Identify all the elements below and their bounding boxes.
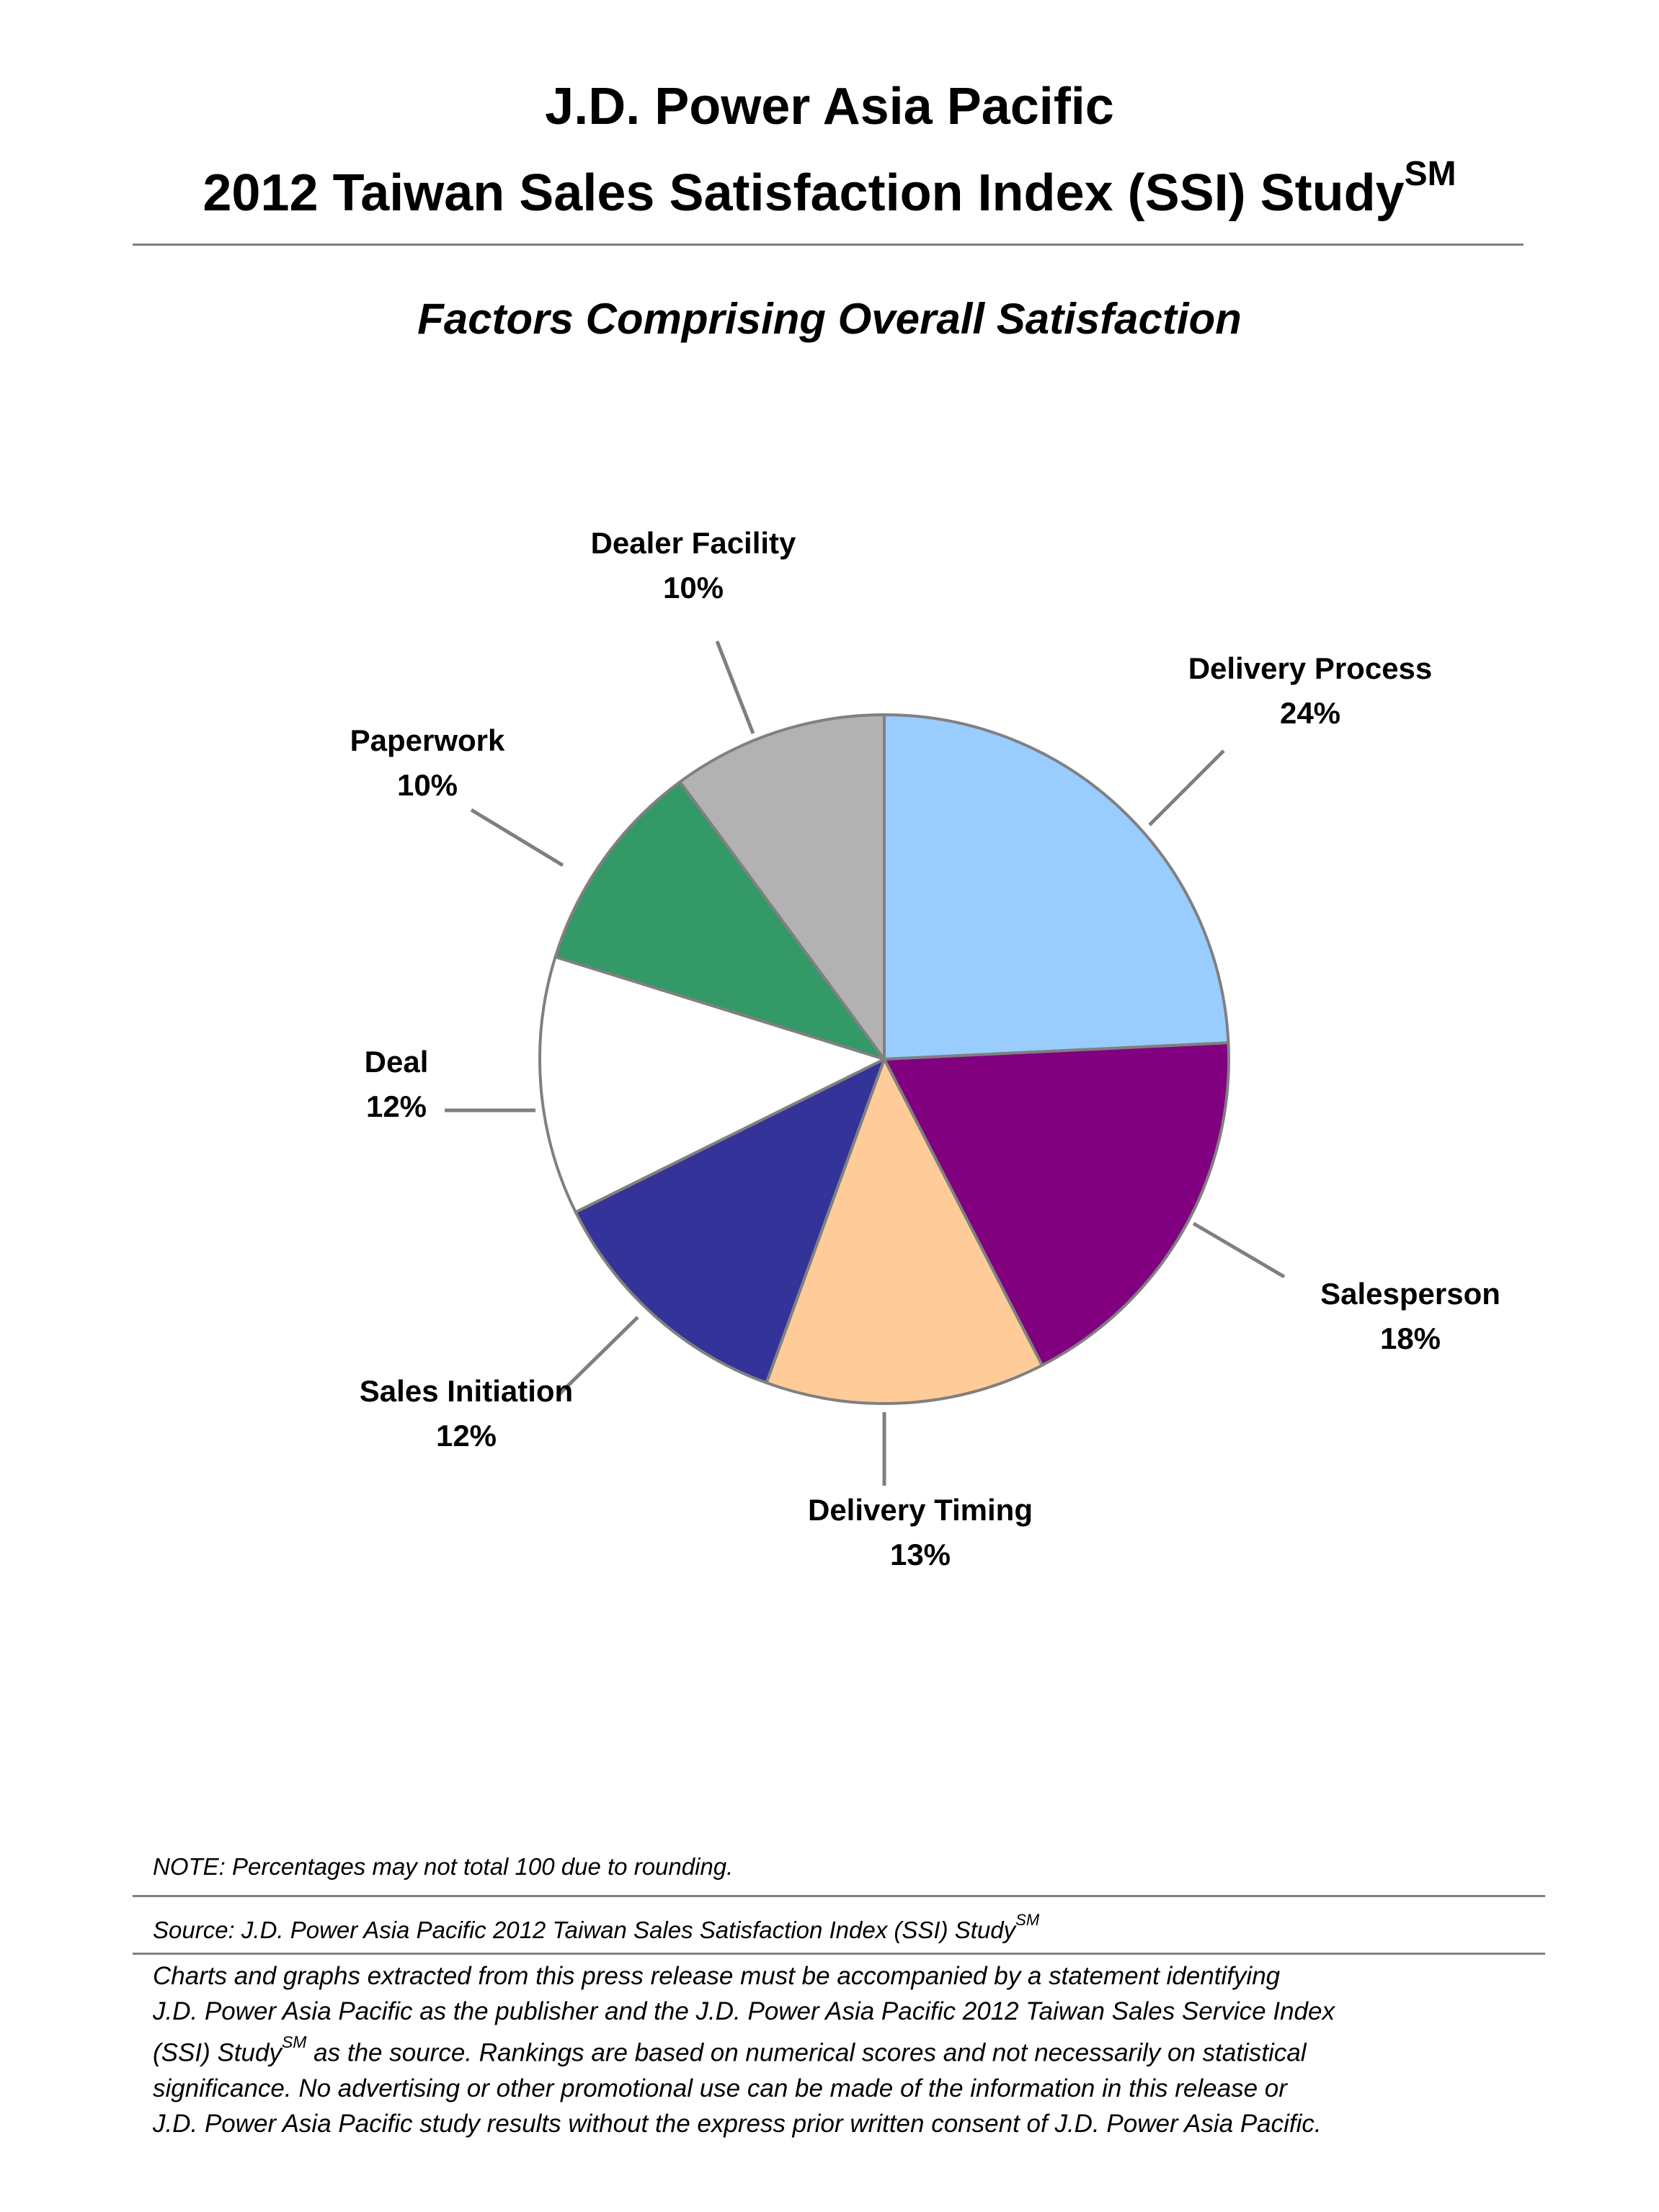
slice-label-deal: Deal bbox=[365, 1045, 429, 1079]
rounding-note: NOTE: Percentages may not total 100 due … bbox=[153, 1853, 734, 1880]
slice-value-dealer-facility: 10% bbox=[663, 571, 724, 605]
disclaimer-line-5: J.D. Power Asia Pacific study results wi… bbox=[153, 2109, 1322, 2138]
pie-slice-salesperson bbox=[883, 1041, 1230, 1367]
slice-labels: Delivery Process 24% Salesperson 18% Deliver… bbox=[350, 526, 1500, 1571]
slice-value-deal: 12% bbox=[366, 1089, 427, 1123]
slice-value-salesperson: 18% bbox=[1380, 1321, 1441, 1355]
slice-value-delivery-process: 24% bbox=[1280, 696, 1340, 730]
pie-slice-sales-initiation bbox=[574, 1058, 886, 1385]
pie-slices bbox=[538, 713, 1230, 1405]
disclaimer-line-3: (SSI) StudySM as the source. Rankings ar… bbox=[153, 2029, 1544, 2071]
pie-slice-deal bbox=[538, 955, 886, 1214]
slice-value-sales-initiation: 12% bbox=[436, 1419, 497, 1453]
title-service-mark: SM bbox=[1404, 155, 1456, 193]
pie-slice-paperwork bbox=[553, 780, 886, 1061]
title-divider bbox=[133, 244, 1524, 246]
slice-label-delivery-timing: Delivery Timing bbox=[808, 1493, 1033, 1527]
title-line-2: 2012 Taiwan Sales Satisfaction Index (SS… bbox=[0, 144, 1659, 231]
source-text: Source: J.D. Power Asia Pacific 2012 Tai… bbox=[153, 1917, 1016, 1943]
title-line-2-text: 2012 Taiwan Sales Satisfaction Index (SS… bbox=[203, 164, 1405, 222]
slice-label-paperwork: Paperwork bbox=[350, 723, 505, 757]
pie-slice-delivery-timing bbox=[765, 1058, 1044, 1405]
slice-label-dealer-facility: Dealer Facility bbox=[591, 526, 796, 560]
leader-lines bbox=[445, 641, 1286, 1486]
chart-title: Factors Comprising Overall Satisfaction bbox=[417, 295, 1242, 343]
leader-line-salesperson bbox=[1192, 1221, 1286, 1279]
disclaimer-line-4: significance. No advertising or other pr… bbox=[153, 2074, 1287, 2102]
disclaimer-line-2: J.D. Power Asia Pacific as the publisher… bbox=[153, 1997, 1335, 2025]
note-divider bbox=[133, 1895, 1545, 1897]
title-line-1: J.D. Power Asia Pacific bbox=[545, 78, 1114, 135]
leader-line-sales-initiation bbox=[558, 1316, 639, 1396]
disclaimer-line-1: Charts and graphs extracted from this pr… bbox=[153, 1962, 1281, 1990]
slice-value-paperwork: 10% bbox=[397, 768, 458, 802]
disclaimer: Charts and graphs extracted from this pr… bbox=[153, 1958, 1544, 2141]
source-divider bbox=[133, 1953, 1545, 1955]
slice-label-salesperson: Salesperson bbox=[1320, 1277, 1500, 1311]
disclaimer-line-3-end: as the source. Rankings are based on num… bbox=[306, 2038, 1307, 2067]
page-title: J.D. Power Asia Pacific 2012 Taiwan Sale… bbox=[0, 69, 1659, 231]
leader-line-delivery-process bbox=[1148, 749, 1225, 826]
disclaimer-service-mark: SM bbox=[281, 2033, 307, 2051]
pie-slice-dealer-facility bbox=[678, 713, 886, 1061]
leader-line-dealer-facility bbox=[715, 641, 755, 734]
disclaimer-line-3-start: (SSI) Study bbox=[153, 2038, 282, 2067]
source-service-mark: SM bbox=[1015, 1911, 1040, 1929]
slice-label-delivery-process: Delivery Process bbox=[1188, 651, 1433, 685]
slice-label-sales-initiation: Sales Initiation bbox=[360, 1374, 573, 1408]
source-note: Source: J.D. Power Asia Pacific 2012 Tai… bbox=[153, 1908, 1544, 1947]
leader-line-paperwork bbox=[470, 808, 564, 868]
slice-value-delivery-timing: 13% bbox=[890, 1538, 951, 1571]
pie-slice-delivery-process bbox=[883, 713, 1230, 1061]
